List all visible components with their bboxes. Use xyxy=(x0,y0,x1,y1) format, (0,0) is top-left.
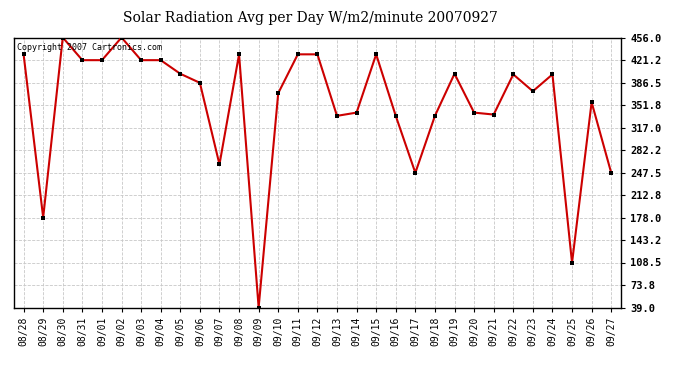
Text: Solar Radiation Avg per Day W/m2/minute 20070927: Solar Radiation Avg per Day W/m2/minute … xyxy=(123,11,498,25)
Text: Copyright 2007 Cartronics.com: Copyright 2007 Cartronics.com xyxy=(17,43,162,52)
